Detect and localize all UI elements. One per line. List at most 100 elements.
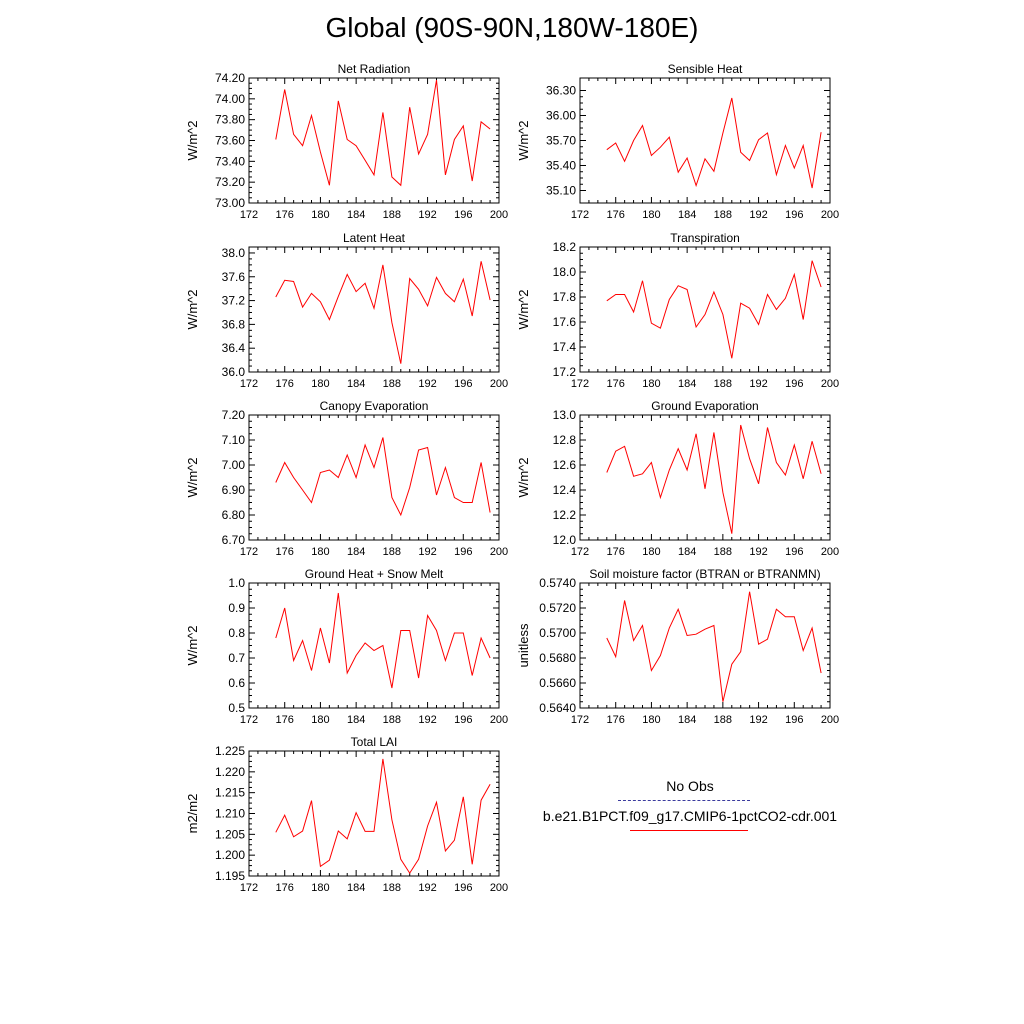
panel-soil-moisture-factor-btran-or-btranmn-ytick-label: 0.5740	[539, 576, 576, 590]
panel-latent-heat-ytick-label: 36.4	[222, 341, 246, 355]
panel-transpiration-ytick-label: 17.2	[553, 365, 577, 379]
panel-soil-moisture-factor-btran-or-btranmn-ytick-label: 0.5720	[539, 601, 576, 615]
legend-line-run	[630, 830, 748, 831]
panel-total-lai-title: Total LAI	[351, 735, 398, 749]
panel-total-lai-xtick-label: 180	[311, 882, 329, 894]
panel-ground-heat-snow-melt-xtick-label: 192	[418, 714, 436, 726]
panel-net-radiation-xtick-label: 192	[418, 209, 436, 221]
panel-net-radiation-ytick-label: 73.80	[215, 113, 245, 127]
panel-canopy-evaporation-title: Canopy Evaporation	[320, 399, 429, 413]
panel-canopy-evaporation-frame	[248, 414, 500, 541]
panel-latent-heat-ytick-label: 37.2	[222, 294, 246, 308]
panel-canopy-evaporation-ytick-label: 6.80	[222, 508, 246, 522]
panel-transpiration-xtick-label: 188	[714, 378, 732, 390]
panel-ground-evaporation-xtick-label: 172	[571, 546, 589, 558]
panel-net-radiation-ytick-label: 73.00	[215, 196, 245, 210]
panel-net-radiation-xtick-label: 180	[311, 209, 329, 221]
panel-canopy-evaporation-xtick-label: 176	[276, 546, 294, 558]
panel-total-lai-xtick-label: 200	[490, 882, 508, 894]
panel-ground-heat-snow-melt-ytick-label: 0.6	[228, 676, 245, 690]
panel-canopy-evaporation-ytick-label: 6.90	[222, 483, 246, 497]
panel-ground-heat-snow-melt-ytick-label: 0.9	[228, 601, 245, 615]
panel-transpiration-xtick-label: 180	[642, 378, 660, 390]
panel-ground-heat-snow-melt-ytick-label: 0.7	[228, 651, 245, 665]
panel-ground-heat-snow-melt-series-line	[275, 592, 491, 689]
panel-transpiration-ytick-label: 17.8	[553, 290, 577, 304]
panel-soil-moisture-factor-btran-or-btranmn-ytick-label: 0.5680	[539, 651, 576, 665]
panel-net-radiation-title: Net Radiation	[338, 62, 411, 76]
panel-net-radiation-xtick-label: 196	[454, 209, 472, 221]
panel-total-lai-ytick-label: 1.210	[215, 807, 245, 821]
panel-soil-moisture-factor-btran-or-btranmn-series-line	[606, 591, 822, 702]
panel-latent-heat-ytick-label: 38.0	[222, 246, 246, 260]
panel-net-radiation-xtick-label: 176	[276, 209, 294, 221]
panel-latent-heat-xtick-label: 180	[311, 378, 329, 390]
panel-sensible-heat-ytick-label: 35.10	[546, 184, 576, 198]
panel-ground-heat-snow-melt-ytick-label: 0.5	[228, 701, 245, 715]
legend-item-run: b.e21.B1PCT.f09_g17.CMIP6-1pctCO2-cdr.00…	[542, 808, 838, 824]
panel-transpiration-xtick-label: 192	[749, 378, 767, 390]
panel-net-radiation-ytick-label: 74.00	[215, 92, 245, 106]
panel-transpiration-ytick-label: 17.4	[553, 340, 577, 354]
panel-canopy-evaporation-xtick-label: 184	[347, 546, 365, 558]
panel-soil-moisture-factor-btran-or-btranmn-xtick-label: 192	[749, 714, 767, 726]
panel-ground-heat-snow-melt-xtick-label: 196	[454, 714, 472, 726]
panel-ground-evaporation-frame	[579, 414, 831, 541]
panel-sensible-heat-xtick-label: 192	[749, 209, 767, 221]
panel-canopy-evaporation-ytick-label: 6.70	[222, 533, 246, 547]
panel-ground-heat-snow-melt-frame	[248, 582, 500, 709]
panel-latent-heat-ytick-label: 37.6	[222, 270, 246, 284]
page-title: Global (90S-90N,180W-180E)	[325, 12, 699, 43]
panel-ground-heat-snow-melt-xtick-label: 180	[311, 714, 329, 726]
panel-total-lai-ytick-label: 1.220	[215, 765, 245, 779]
panel-total-lai-ytick-label: 1.205	[215, 827, 245, 841]
panel-total-lai-xtick-label: 192	[418, 882, 436, 894]
panel-total-lai-ytick-label: 1.195	[215, 869, 245, 883]
panel-sensible-heat-ytick-label: 35.40	[546, 159, 576, 173]
panel-canopy-evaporation-xtick-label: 188	[383, 546, 401, 558]
panel-canopy-evaporation-xtick-label: 196	[454, 546, 472, 558]
panel-canopy-evaporation-xtick-label: 180	[311, 546, 329, 558]
panel-latent-heat-series-line	[275, 261, 491, 364]
panel-latent-heat-xtick-label: 192	[418, 378, 436, 390]
panel-latent-heat-ytick-label: 36.0	[222, 365, 246, 379]
panel-transpiration-ytick-label: 17.6	[553, 315, 577, 329]
panel-ground-evaporation-title: Ground Evaporation	[651, 399, 758, 413]
panel-sensible-heat-xtick-label: 176	[607, 209, 625, 221]
panel-total-lai-xtick-label: 188	[383, 882, 401, 894]
legend-line-no-obs	[618, 800, 750, 801]
panel-soil-moisture-factor-btran-or-btranmn-xtick-label: 200	[821, 714, 839, 726]
panel-net-radiation-xtick-label: 184	[347, 209, 365, 221]
panel-net-radiation-xtick-label: 172	[240, 209, 258, 221]
panel-transpiration-xtick-label: 172	[571, 378, 589, 390]
panel-canopy-evaporation-ytick-label: 7.20	[222, 408, 246, 422]
panel-ground-heat-snow-melt-xtick-label: 188	[383, 714, 401, 726]
panel-sensible-heat-title: Sensible Heat	[668, 62, 743, 76]
panel-latent-heat-xtick-label: 200	[490, 378, 508, 390]
panel-canopy-evaporation-ylabel: W/m^2	[185, 457, 200, 497]
panel-net-radiation-ytick-label: 73.40	[215, 154, 245, 168]
panel-sensible-heat-xtick-label: 188	[714, 209, 732, 221]
panel-transpiration-ytick-label: 18.2	[553, 240, 577, 254]
panel-total-lai-xtick-label: 176	[276, 882, 294, 894]
panel-soil-moisture-factor-btran-or-btranmn-ylabel: unitless	[516, 623, 531, 668]
panel-sensible-heat-xtick-label: 196	[785, 209, 803, 221]
legend-item-no-obs: No Obs	[666, 778, 714, 794]
panel-transpiration-ylabel: W/m^2	[516, 289, 531, 329]
panel-ground-heat-snow-melt-xtick-label: 200	[490, 714, 508, 726]
panel-sensible-heat-series-line	[606, 97, 822, 189]
panel-soil-moisture-factor-btran-or-btranmn-xtick-label: 180	[642, 714, 660, 726]
panel-ground-evaporation-xtick-label: 184	[678, 546, 696, 558]
panel-soil-moisture-factor-btran-or-btranmn-xtick-label: 188	[714, 714, 732, 726]
panel-total-lai-xtick-label: 172	[240, 882, 258, 894]
panel-ground-evaporation-ytick-label: 12.4	[553, 483, 577, 497]
panel-total-lai-series-line	[275, 758, 491, 875]
panel-ground-evaporation-ylabel: W/m^2	[516, 457, 531, 497]
panel-ground-evaporation-xtick-label: 188	[714, 546, 732, 558]
panel-transpiration-xtick-label: 196	[785, 378, 803, 390]
panel-sensible-heat-ytick-label: 36.30	[546, 84, 576, 98]
panel-soil-moisture-factor-btran-or-btranmn-xtick-label: 184	[678, 714, 696, 726]
panel-ground-evaporation-xtick-label: 196	[785, 546, 803, 558]
panel-ground-heat-snow-melt-ytick-label: 1.0	[228, 576, 245, 590]
panel-net-radiation-ylabel: W/m^2	[185, 120, 200, 160]
